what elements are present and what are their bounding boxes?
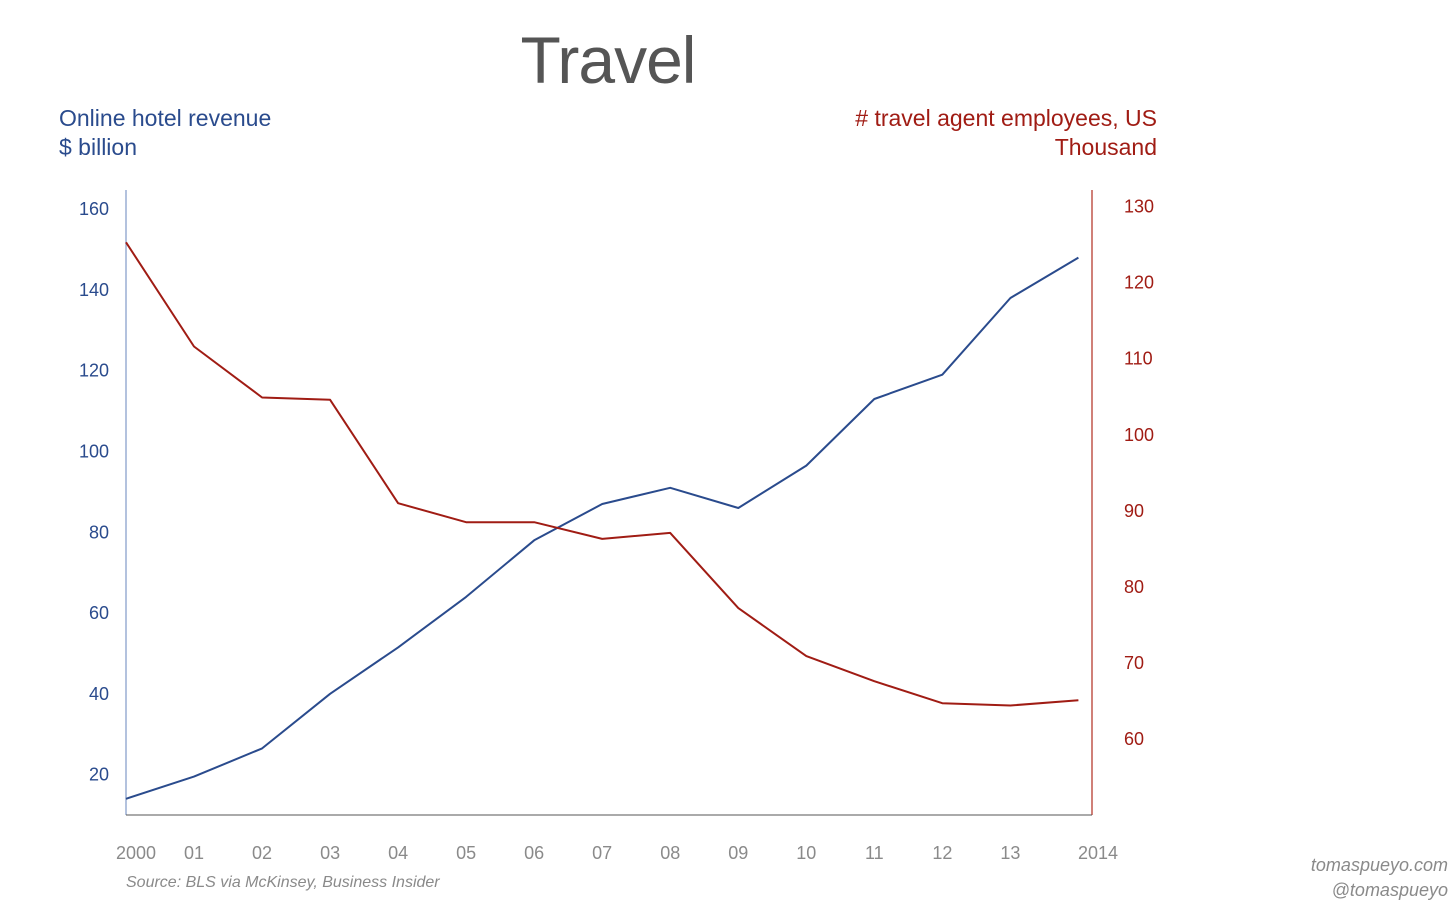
credit-website: tomaspueyo.com	[1311, 853, 1448, 878]
left-tick-label: 60	[89, 603, 109, 623]
left-tick-label: 40	[89, 684, 109, 704]
right-tick-label: 60	[1124, 729, 1144, 749]
credit: tomaspueyo.com @tomaspueyo	[1311, 853, 1448, 903]
right-tick-label: 80	[1124, 577, 1144, 597]
left-tick-label: 80	[89, 522, 109, 542]
right-tick-label: 100	[1124, 425, 1154, 445]
x-tick-label: 11	[865, 843, 884, 863]
x-tick-label: 08	[660, 843, 680, 863]
source-note: Source: BLS via McKinsey, Business Insid…	[126, 874, 440, 892]
x-tick-label: 13	[1000, 843, 1020, 863]
x-tick-label: 04	[388, 843, 408, 863]
x-tick-label: 09	[728, 843, 748, 863]
x-tick-label: 07	[592, 843, 612, 863]
x-tick-label: 01	[184, 843, 204, 863]
right-tick-label: 120	[1124, 273, 1154, 293]
series-line-travel-agent-employees	[126, 242, 1078, 705]
x-tick-label: 03	[320, 843, 340, 863]
left-tick-label: 140	[79, 280, 109, 300]
x-tick-label: 06	[524, 843, 544, 863]
credit-handle: @tomaspueyo	[1311, 878, 1448, 903]
x-tick-label: 2014	[1078, 843, 1118, 863]
right-tick-label: 110	[1124, 349, 1153, 369]
x-tick-label: 10	[796, 843, 816, 863]
left-tick-label: 100	[79, 441, 109, 461]
left-tick-label: 20	[89, 765, 109, 785]
x-tick-label: 05	[456, 843, 476, 863]
x-tick-label: 2000	[116, 843, 156, 863]
left-tick-label: 120	[79, 361, 109, 381]
left-tick-label: 160	[79, 199, 109, 219]
right-tick-label: 90	[1124, 501, 1144, 521]
right-tick-label: 70	[1124, 653, 1144, 673]
right-tick-label: 130	[1124, 197, 1154, 217]
x-tick-label: 02	[252, 843, 272, 863]
x-tick-label: 12	[932, 843, 952, 863]
series-line-online-hotel-revenue	[126, 258, 1078, 799]
